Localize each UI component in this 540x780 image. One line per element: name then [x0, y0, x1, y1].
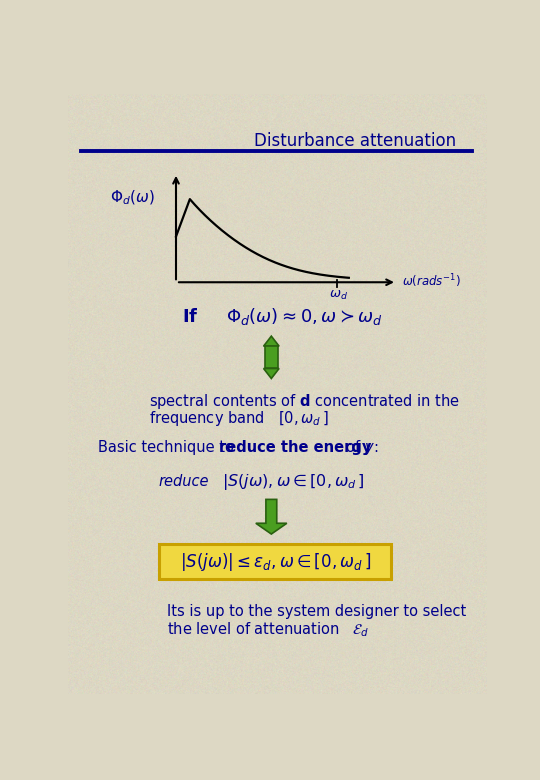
- Text: reduce: reduce: [159, 474, 210, 489]
- Text: Basic technique to: Basic technique to: [98, 440, 239, 456]
- Text: of $\mathit{y}$:: of $\mathit{y}$:: [341, 438, 379, 457]
- Text: frequency band   $[0, \omega_d\,]$: frequency band $[0, \omega_d\,]$: [149, 409, 328, 428]
- Text: $|S(j\omega), \omega \in [0, \omega_d\,]$: $|S(j\omega), \omega \in [0, \omega_d\,]…: [222, 472, 365, 491]
- Text: $\mathbf{If}$: $\mathbf{If}$: [182, 308, 199, 326]
- FancyBboxPatch shape: [159, 544, 392, 580]
- Text: spectral contents of $\mathit{\mathbf{d}}$ concentrated in the: spectral contents of $\mathit{\mathbf{d}…: [149, 392, 460, 411]
- Text: $|S(j\omega)| \leq \varepsilon_d, \omega \in [0, \omega_d\,]$: $|S(j\omega)| \leq \varepsilon_d, \omega…: [180, 551, 371, 573]
- Text: $\omega_d$: $\omega_d$: [329, 289, 348, 302]
- Text: $\Phi_d(\omega) \approx 0, \omega \succ \omega_d$: $\Phi_d(\omega) \approx 0, \omega \succ …: [226, 307, 383, 328]
- Polygon shape: [264, 336, 279, 346]
- Polygon shape: [256, 499, 287, 534]
- Text: $\omega(rads^{-1})$: $\omega(rads^{-1})$: [402, 273, 461, 290]
- Text: reduce the energy: reduce the energy: [219, 440, 372, 456]
- Text: Disturbance attenuation: Disturbance attenuation: [254, 133, 456, 151]
- Polygon shape: [264, 368, 279, 378]
- Text: the level of attenuation   $\mathcal{E}_d$: the level of attenuation $\mathcal{E}_d$: [167, 620, 369, 639]
- Text: $\Phi_d(\omega)$: $\Phi_d(\omega)$: [110, 188, 155, 207]
- Polygon shape: [265, 346, 278, 368]
- Text: Its is up to the system designer to select: Its is up to the system designer to sele…: [167, 604, 466, 619]
